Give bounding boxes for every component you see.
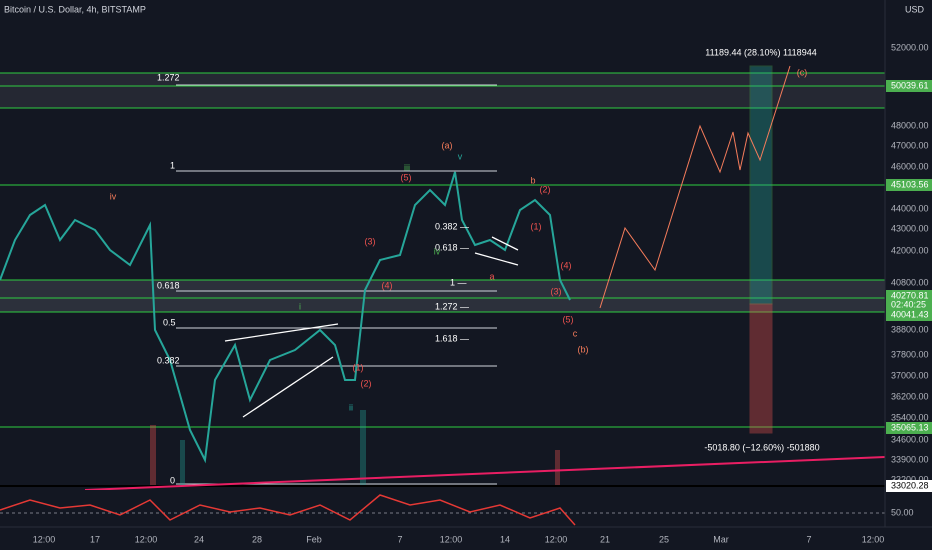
price-label: 48000.00 <box>891 120 929 130</box>
price-label: 42000.00 <box>891 245 929 255</box>
fib-label: 1 — <box>450 277 467 287</box>
wave-label: (3) <box>551 286 562 296</box>
price-tag <box>886 299 932 311</box>
fib-label: 0.5 <box>163 317 176 327</box>
wave-label: v <box>458 151 463 161</box>
price-label: 33900.00 <box>891 454 929 464</box>
wave-label: (5) <box>563 314 574 324</box>
fib-label: 0.618 — <box>435 242 469 252</box>
wave-label: (b) <box>578 344 589 354</box>
fib-label: 1.272 <box>157 72 180 82</box>
wave-label: (2) <box>540 184 551 194</box>
wave-label: c <box>573 328 578 338</box>
time-label: 12:00 <box>545 534 568 544</box>
price-tag <box>886 80 932 92</box>
time-label: 12:00 <box>33 534 56 544</box>
price-label: 44000.00 <box>891 203 929 213</box>
time-label: Feb <box>306 534 322 544</box>
wave-label: iv <box>434 246 441 256</box>
price-label: 35400.00 <box>891 412 929 422</box>
price-label: 50039.61 <box>891 80 929 90</box>
long-zone <box>749 65 773 305</box>
price-label: 35065.13 <box>891 422 929 432</box>
time-label: 21 <box>600 534 610 544</box>
wave-label: (4) <box>561 260 572 270</box>
wave-label: ii <box>349 402 353 412</box>
fib-label: 1 <box>170 160 175 170</box>
price <box>0 171 571 464</box>
fib-label: 0.382 — <box>435 221 469 231</box>
time-label: 12:00 <box>862 534 885 544</box>
currency: USD <box>905 4 925 14</box>
fib-label: 0.382 <box>157 355 180 365</box>
measure-down: -5018.80 (−12.60%) -501880 <box>704 442 819 452</box>
price-tag <box>886 309 932 321</box>
time-label: 28 <box>252 534 262 544</box>
wave-label: (3) <box>365 236 376 246</box>
zone <box>0 73 885 108</box>
time-label: 14 <box>500 534 510 544</box>
price-label: 34600.00 <box>891 434 929 444</box>
indicator-pane <box>0 490 885 527</box>
time-label: 24 <box>194 534 204 544</box>
fib-label: 1.272 — <box>435 301 469 311</box>
price-label: 33020.28 <box>891 480 929 490</box>
wave-label: a <box>489 271 494 281</box>
price-label: 47000.00 <box>891 140 929 150</box>
short-zone <box>749 303 773 434</box>
price-label: 43000.00 <box>891 223 929 233</box>
indicator <box>0 494 576 526</box>
wave-label: (5) <box>401 172 412 182</box>
time-label: 7 <box>397 534 402 544</box>
price-label: 40800.00 <box>891 277 929 287</box>
wave-label: i <box>299 301 301 311</box>
symbol-title: Bitcoin / U.S. Dollar, 4h, BITSTAMP <box>4 4 146 14</box>
measure-up: 11189.44 (28.10%) 1118944 <box>705 47 816 57</box>
price-tag <box>886 480 932 492</box>
price-label: 38800.00 <box>891 324 929 334</box>
time-label: Mar <box>713 534 729 544</box>
fib-label: 0.618 <box>157 280 180 290</box>
wave-label: (a) <box>442 140 453 150</box>
wave-label: iv <box>110 191 117 201</box>
wave-label: (4) <box>382 280 393 290</box>
price-tag <box>886 179 932 191</box>
wave-label: (1) <box>353 362 364 372</box>
wave-label: (2) <box>361 378 372 388</box>
levels <box>0 72 885 428</box>
price-label: 40270.81 <box>891 290 929 300</box>
wave-label: (c) <box>797 67 808 77</box>
projection <box>599 65 791 309</box>
fib-label: 1.618 — <box>435 333 469 343</box>
price-label: 02:40:25 <box>891 299 926 309</box>
time-label: 7 <box>806 534 811 544</box>
price-label: 37000.00 <box>891 370 929 380</box>
volume <box>150 410 560 485</box>
wave-label: iii <box>404 162 410 172</box>
wave-label: b <box>530 175 535 185</box>
time-label: 17 <box>90 534 100 544</box>
time-label: 12:00 <box>440 534 463 544</box>
price-label: 40041.43 <box>891 309 929 319</box>
channels <box>224 236 519 418</box>
time-label: 25 <box>659 534 669 544</box>
price-label: 33200.00 <box>891 474 929 484</box>
price-label: 37800.00 <box>891 349 929 359</box>
zone <box>0 280 885 312</box>
indicator-label: 50.00 <box>891 507 914 517</box>
fib-label: 0 <box>170 475 175 485</box>
price-label: 36200.00 <box>891 391 929 401</box>
time-label: 12:00 <box>135 534 158 544</box>
price-label: 52000.00 <box>891 42 929 52</box>
trendline <box>84 456 886 491</box>
price-tag <box>886 422 932 434</box>
price-label: 46000.00 <box>891 161 929 171</box>
price-label: 45103.56 <box>891 179 929 189</box>
wave-label: (1) <box>531 221 542 231</box>
